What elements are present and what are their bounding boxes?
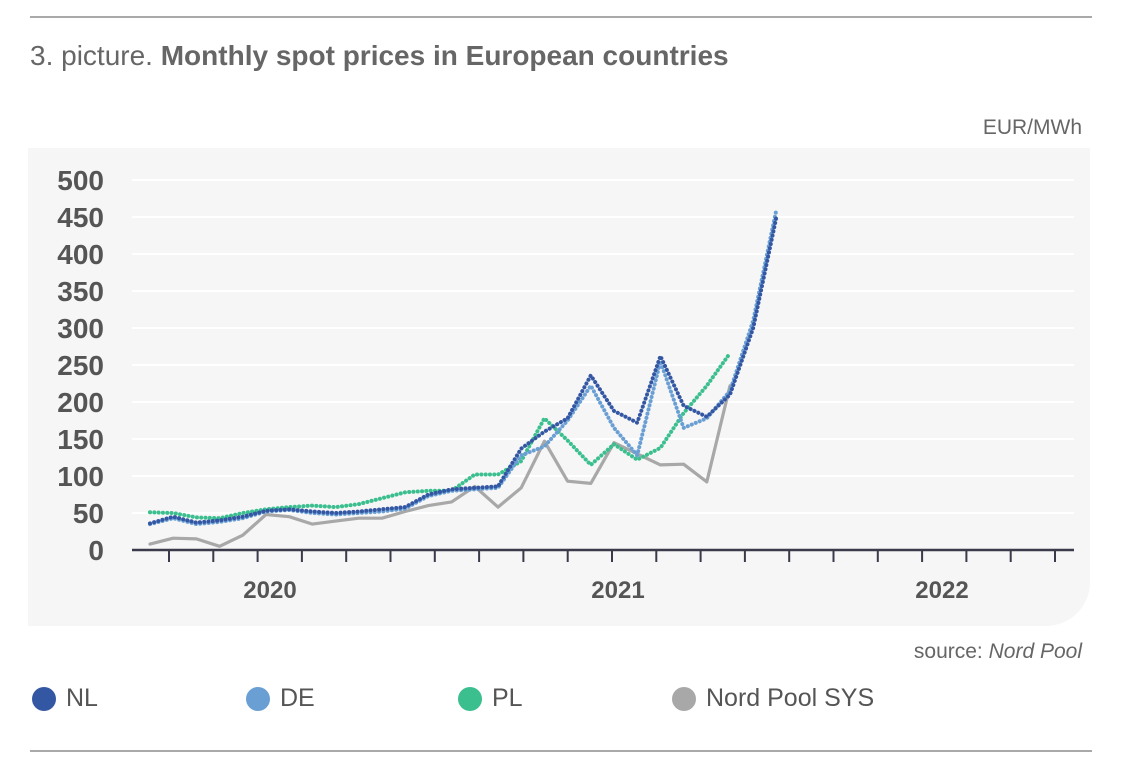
legend-swatch-sys: [672, 686, 696, 711]
legend-swatch-nl: [32, 686, 56, 711]
x-tick-label-2022: 2022: [915, 577, 968, 604]
legend-swatch-de: [246, 686, 270, 711]
legend-swatch-pl: [458, 686, 482, 711]
y-tick-label-200: 200: [57, 387, 104, 418]
series-line-nl: [148, 215, 779, 526]
y-tick-label-250: 250: [57, 350, 104, 381]
y-tick-label-450: 450: [57, 202, 104, 233]
y-tick-label-300: 300: [57, 313, 104, 344]
y-tick-label-0: 0: [88, 535, 104, 566]
y-tick-label-150: 150: [57, 424, 104, 455]
x-tick-label-2020: 2020: [243, 577, 296, 604]
source-label: source:: [913, 640, 983, 663]
top-rule: [30, 16, 1092, 18]
unit-label: EUR/MWh: [982, 116, 1082, 139]
y-tick-label-50: 50: [73, 498, 104, 529]
x-tick-label-2021: 2021: [591, 577, 644, 604]
y-tick-label-400: 400: [57, 239, 104, 270]
chart-panel: 0 50 100 150 200 250 300 350 400 450 500 2020 2021 20…: [28, 148, 1090, 626]
y-tick-label-500: 500: [57, 165, 104, 196]
legend-label-sys: Nord Pool SYS: [706, 684, 875, 712]
legend-item-de: DE: [246, 684, 315, 713]
legend: NL DE PL Nord Pool SYS: [30, 684, 1092, 720]
y-tick-label-350: 350: [57, 276, 104, 307]
title-main: Monthly spot prices in European countrie…: [160, 40, 729, 71]
legend-item-nl: NL: [32, 684, 98, 713]
legend-item-sys: Nord Pool SYS: [672, 684, 874, 713]
source-name: Nord Pool: [988, 640, 1082, 663]
title-prefix: 3. picture.: [30, 40, 153, 71]
y-tick-label-100: 100: [57, 461, 104, 492]
legend-item-pl: PL: [458, 684, 523, 713]
line-chart: 0 50 100 150 200 250 300 350 400 450 500 2020 2021 20…: [57, 165, 1074, 604]
bottom-rule: [30, 750, 1092, 752]
source-note: source: Nord Pool: [914, 640, 1082, 664]
legend-label-pl: PL: [492, 684, 523, 712]
legend-label-de: DE: [280, 684, 315, 712]
legend-label-nl: NL: [66, 684, 98, 712]
chart-title: 3. picture. Monthly spot prices in Europ…: [30, 40, 729, 72]
